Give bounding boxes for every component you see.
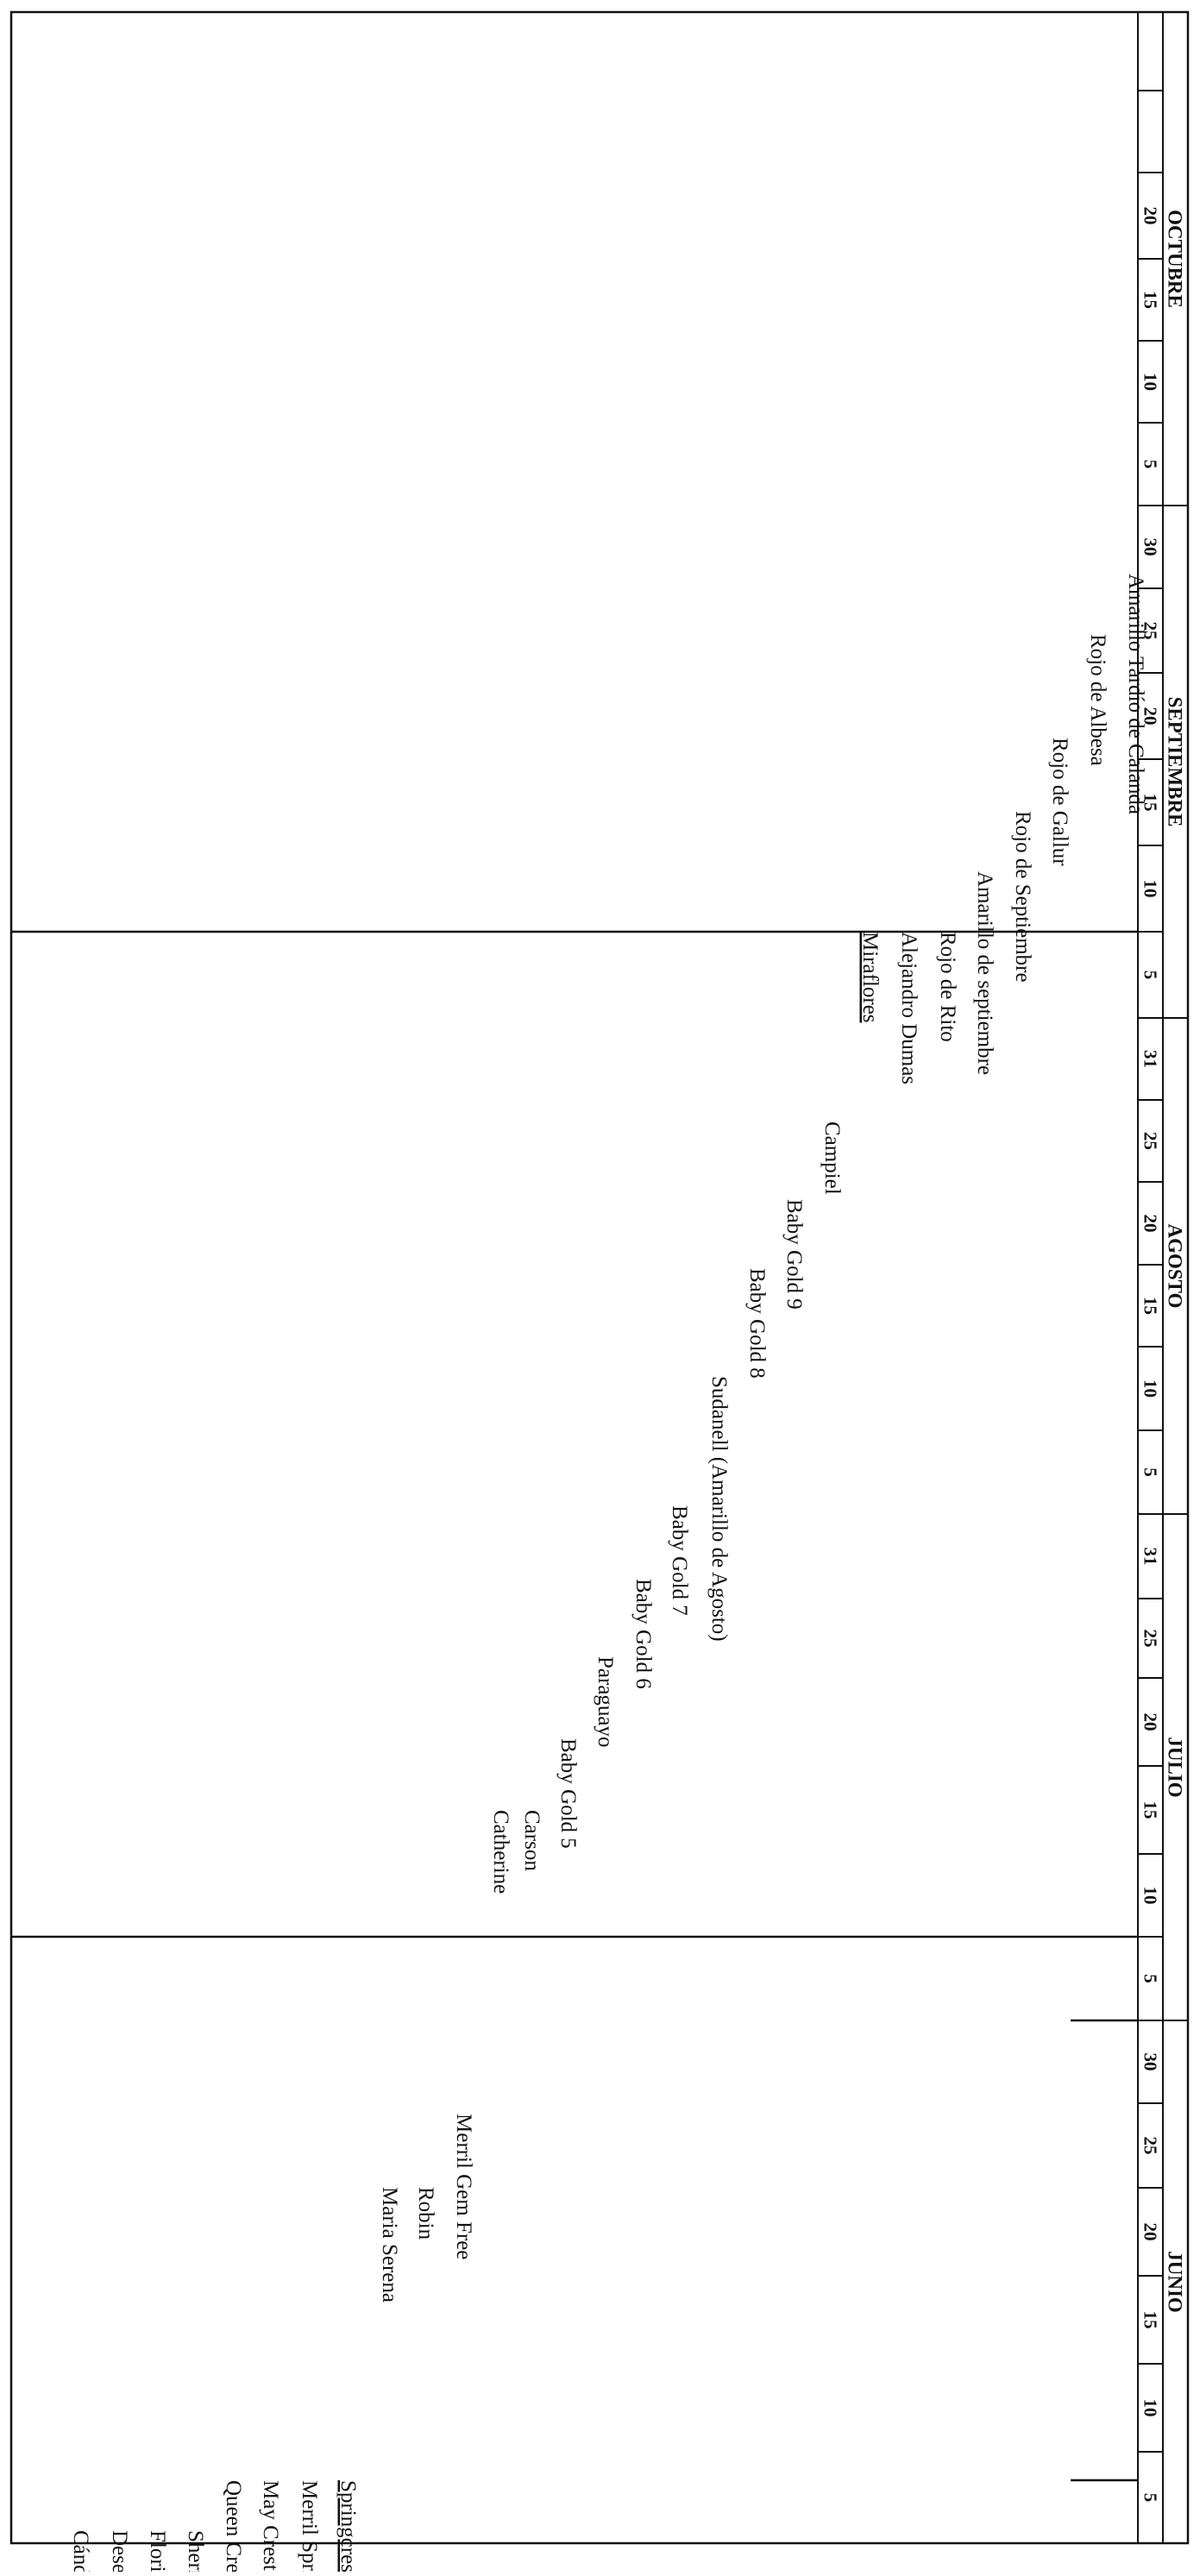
day-header-row: 5 10 15 20 25 30 5 10 15 20 25 31 5 10 15 20 25 31 5 10 15 20… [1140, 207, 1161, 2503]
variety-label: Amarillo Tardío de Calanda [1124, 574, 1147, 814]
variety-label: Amarillo de septiembre [973, 871, 996, 1075]
variety-label: Merril Gem Free [452, 2114, 475, 2259]
variety-label: Rojo de Rito [936, 932, 959, 1042]
variety-label: Queen Crest [222, 2480, 245, 2572]
variety-label: Sudanell (Amarillo de Agosto) [707, 1376, 731, 1642]
day-label: 31 [1140, 1548, 1161, 1566]
day-label: 5 [1140, 971, 1161, 980]
variety-label: Catherine [489, 1810, 512, 1894]
day-label: 31 [1140, 1050, 1161, 1068]
variety-label: Baby Gold 5 [556, 1738, 580, 1849]
variety-label: Rojo de Septiembre [1011, 811, 1034, 983]
table-border [9, 10, 1190, 2545]
day-label: 20 [1140, 1713, 1161, 1731]
variety-label: Baby Gold 8 [745, 1268, 769, 1379]
variety-label: Alejandro Dumas [897, 932, 920, 1084]
day-label: 20 [1140, 707, 1161, 726]
day-label: 30 [1140, 2053, 1161, 2071]
day-label: 15 [1140, 291, 1161, 309]
day-label: 5 [1140, 2493, 1161, 2503]
variety-label: Carson [520, 1810, 543, 1871]
day-label: 15 [1140, 1801, 1161, 1819]
variety-label: Baby Gold 6 [631, 1579, 655, 1689]
month-header-row: JUNIO JULIO AGOSTO SEPTIEMBRE OCTUBRE [1165, 210, 1186, 2313]
day-label: 20 [1140, 207, 1161, 225]
day-label: 5 [1140, 1467, 1161, 1477]
day-label: 25 [1140, 622, 1161, 640]
day-label: 10 [1140, 1379, 1161, 1398]
day-label: 20 [1140, 2223, 1161, 2241]
variety-label: Rojo de Albesa [1086, 634, 1109, 766]
day-label: 10 [1140, 880, 1161, 898]
variety-label: Springcrest [336, 2480, 360, 2572]
variety-label: Cándor [69, 2530, 92, 2572]
variety-label: May Crest [259, 2480, 282, 2571]
table-grid [9, 10, 1190, 2545]
variety-label: Rojo de Gallur [1048, 738, 1071, 866]
month-label: AGOSTO [1165, 1224, 1186, 1309]
variety-label: Merril Spring Lady [298, 2480, 321, 2572]
day-label: 5 [1140, 1974, 1161, 1983]
variety-label: Baby Gold 7 [668, 1505, 691, 1616]
month-label: OCTUBRE [1165, 210, 1186, 308]
day-label: 10 [1140, 2399, 1161, 2417]
day-label: 15 [1140, 794, 1161, 812]
variety-label: Maria Serena [378, 2187, 401, 2303]
day-label: 25 [1140, 1630, 1161, 1648]
variety-label: Sherman [184, 2530, 207, 2572]
variety-list: Cándor Desert Gold Florida Sherman Queen Cre… [69, 574, 1147, 2576]
day-label: 10 [1140, 1887, 1161, 1905]
month-label: SEPTIEMBRE [1165, 697, 1186, 827]
variety-label: Miraflores [858, 932, 882, 1023]
variety-label: Baby Gold 9 [782, 1199, 806, 1310]
day-label: 20 [1140, 1215, 1161, 1233]
day-label: 10 [1140, 373, 1161, 391]
day-label: 25 [1140, 1132, 1161, 1150]
day-label: 30 [1140, 538, 1161, 556]
variety-label: Florida [146, 2530, 169, 2572]
month-label: JUNIO [1165, 2251, 1186, 2313]
day-label: 5 [1140, 460, 1161, 469]
day-label: 15 [1140, 1297, 1161, 1315]
month-label: JULIO [1165, 1737, 1186, 1797]
variety-label: Desert Gold [108, 2530, 131, 2572]
variety-label: Robin [414, 2187, 437, 2240]
day-label: 15 [1140, 2311, 1161, 2329]
variety-label: Campiel [820, 1122, 844, 1195]
day-label: 25 [1140, 2137, 1161, 2155]
variety-label: Paraguayo [594, 1656, 617, 1748]
